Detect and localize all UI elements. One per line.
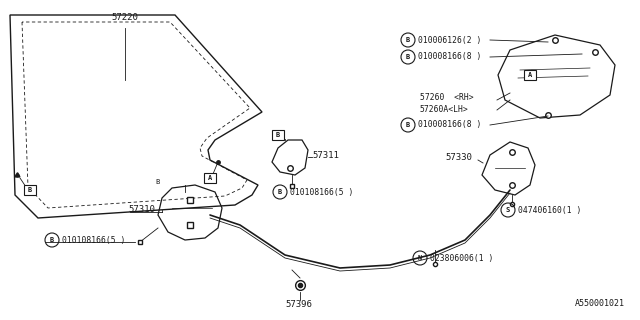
Text: 57220: 57220 <box>111 13 138 22</box>
Text: 010108166(5 ): 010108166(5 ) <box>62 236 125 244</box>
Text: B: B <box>406 122 410 128</box>
Text: A: A <box>208 175 212 181</box>
Text: 010006126(2 ): 010006126(2 ) <box>418 36 481 44</box>
Text: 047406160(1 ): 047406160(1 ) <box>518 205 581 214</box>
Text: 010008166(8 ): 010008166(8 ) <box>418 52 481 61</box>
FancyBboxPatch shape <box>272 130 284 140</box>
Text: 010008166(8 ): 010008166(8 ) <box>418 121 481 130</box>
Text: 010108166(5 ): 010108166(5 ) <box>290 188 353 196</box>
Text: B: B <box>50 237 54 243</box>
Text: 57260A<LH>: 57260A<LH> <box>420 106 468 115</box>
Text: 57311: 57311 <box>312 150 339 159</box>
Text: B: B <box>28 187 32 193</box>
Text: 57310: 57310 <box>128 205 155 214</box>
Text: A550001021: A550001021 <box>575 299 625 308</box>
FancyBboxPatch shape <box>204 173 216 183</box>
FancyBboxPatch shape <box>24 185 36 195</box>
Text: B: B <box>406 37 410 43</box>
Text: 023806006(1 ): 023806006(1 ) <box>430 253 493 262</box>
Text: A: A <box>528 72 532 78</box>
FancyBboxPatch shape <box>524 70 536 80</box>
Text: B: B <box>276 132 280 138</box>
Text: 57260  <RH>: 57260 <RH> <box>420 93 474 102</box>
Text: 57396: 57396 <box>285 300 312 309</box>
Text: 57330: 57330 <box>445 154 472 163</box>
Text: B: B <box>155 179 159 185</box>
Text: S: S <box>506 207 510 213</box>
Text: N: N <box>418 255 422 261</box>
Text: B: B <box>406 54 410 60</box>
Text: B: B <box>278 189 282 195</box>
